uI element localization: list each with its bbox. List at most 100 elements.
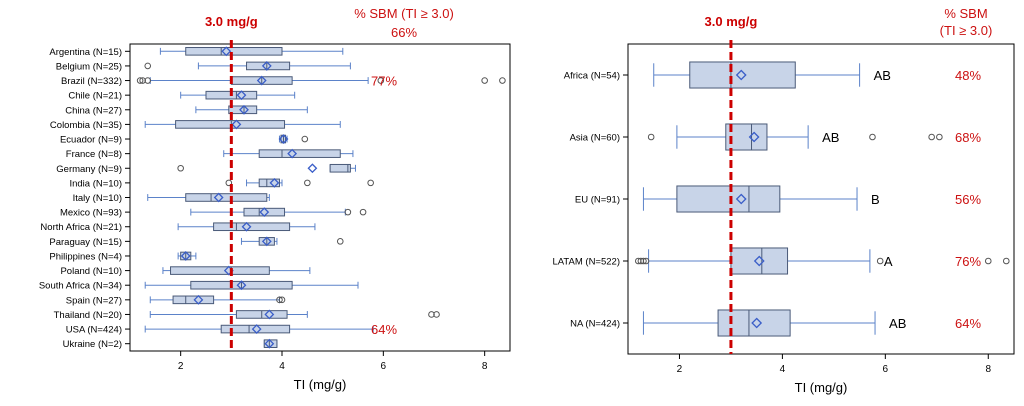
- percent-label: 68%: [955, 130, 981, 145]
- category-label: Poland (N=10): [60, 266, 122, 277]
- outlier-point: [225, 179, 233, 187]
- iqr-box: [220, 324, 291, 334]
- iqr-box: [172, 295, 215, 305]
- outlier-point: [278, 296, 286, 304]
- iqr-box: [258, 149, 341, 158]
- plot-frame: [627, 43, 1015, 355]
- reference-label: 3.0 mg/g: [705, 14, 758, 29]
- box-argentina: Argentina (N=15): [49, 46, 344, 58]
- outlier-point: [928, 133, 935, 141]
- category-label: USA (N=424): [66, 325, 122, 336]
- outlier-point: [869, 133, 876, 141]
- mean-marker: [256, 75, 267, 86]
- outlier-point: [984, 257, 992, 265]
- x-tick-label: 2: [677, 364, 683, 375]
- outlier-point: [367, 179, 374, 187]
- mean-marker: [213, 192, 224, 203]
- box-thailand: Thailand (N=20): [54, 309, 440, 321]
- outlier-point: [481, 77, 488, 84]
- category-label: Philippines (N=4): [49, 251, 122, 262]
- percent-label: 56%: [955, 192, 981, 207]
- box-latam: LATAM (N=522) A 76%: [553, 247, 1010, 275]
- header-line-1: % SBM (TI ≥ 3.0): [354, 6, 454, 21]
- category-label: NA (N=424): [570, 319, 620, 330]
- category-label: South Africa (N=34): [39, 281, 122, 292]
- category-label: Mexico (N=93): [60, 208, 122, 219]
- mean-marker: [236, 90, 247, 101]
- iqr-box: [213, 222, 291, 232]
- outlier-point: [936, 133, 943, 141]
- category-label: North Africa (N=21): [40, 222, 122, 233]
- iqr-box: [689, 61, 796, 89]
- iqr-box: [185, 193, 268, 202]
- box-spain: Spain (N=27): [66, 294, 286, 306]
- header-line-1: % SBM: [944, 6, 987, 21]
- iqr-box: [170, 266, 270, 275]
- significance-letter: B: [871, 192, 880, 207]
- mean-marker: [269, 177, 280, 188]
- category-label: Paraguay (N=15): [49, 237, 122, 248]
- mean-marker: [259, 207, 270, 218]
- category-label: Argentina (N=15): [49, 47, 122, 58]
- category-label: EU (N=91): [575, 195, 620, 206]
- x-tick-label: 6: [883, 364, 889, 375]
- iqr-box: [329, 163, 351, 173]
- reference-label: 3.0 mg/g: [205, 14, 258, 29]
- category-label: Chile (N=21): [68, 91, 122, 102]
- outlier-point: [359, 208, 367, 216]
- box-na: NA (N=424) AB 64%: [570, 309, 981, 337]
- box-north-africa: North Africa (N=21): [40, 221, 316, 233]
- category-label: Colombia (N=35): [50, 120, 122, 131]
- x-tick-label: 4: [780, 364, 786, 375]
- box-colombia: Colombia (N=35): [50, 119, 341, 131]
- box-south-africa: South Africa (N=34): [39, 280, 359, 292]
- left-box-plot: 2 4 6 8 TI (mg/g) Argentina (N=15) Belgium (N=…: [39, 6, 511, 392]
- x-axis-label: TI (mg/g): [795, 380, 848, 395]
- box-belgium: Belgium (N=25): [56, 61, 351, 72]
- category-label: Africa (N=54): [564, 71, 620, 82]
- outlier-point: [642, 257, 650, 265]
- category-label: Germany (N=9): [56, 164, 122, 175]
- significance-letter: AB: [874, 68, 891, 83]
- outlier-point: [136, 77, 144, 84]
- outlier-point: [647, 133, 655, 141]
- x-axis-label: TI (mg/g): [294, 377, 347, 392]
- outlier-point: [139, 77, 146, 84]
- category-label: Brazil (N=332): [61, 76, 122, 87]
- mean-marker: [251, 324, 262, 334]
- iqr-box: [676, 185, 781, 213]
- percent-label: 64%: [955, 316, 981, 331]
- significance-letter: AB: [889, 316, 906, 331]
- iqr-box: [243, 207, 286, 217]
- mean-marker: [735, 69, 747, 81]
- box-paraguay: Paraguay (N=15): [49, 236, 344, 248]
- iqr-box: [258, 178, 280, 188]
- box-china: China (N=27): [65, 104, 308, 116]
- mean-marker: [193, 294, 204, 305]
- outlier-point: [1002, 257, 1010, 265]
- iqr-box: [717, 309, 791, 337]
- header-line-2: 66%: [391, 25, 417, 40]
- box-usa: USA (N=424): [66, 324, 374, 336]
- x-tick-label: 8: [985, 364, 991, 375]
- outlier-point: [301, 135, 309, 143]
- iqr-box: [725, 123, 768, 151]
- outlier-point: [177, 164, 184, 172]
- significance-letter: A: [884, 254, 893, 269]
- box-ecuador: Ecuador (N=9): [60, 134, 309, 146]
- x-tick-label: 8: [482, 361, 488, 372]
- category-label: Thailand (N=20): [54, 310, 122, 321]
- outlier-point: [344, 208, 352, 216]
- significance-letter: AB: [822, 130, 839, 145]
- box-africa: Africa (N=54) AB 48%: [564, 61, 981, 89]
- category-label: Ukraine (N=2): [63, 339, 122, 350]
- box-germany: Germany (N=9): [56, 163, 356, 175]
- header-line-2: (TI ≥ 3.0): [940, 23, 993, 38]
- box-poland: Poland (N=10): [60, 265, 311, 277]
- box-philippines: Philippines (N=4): [49, 251, 197, 262]
- outlier-point: [144, 77, 152, 84]
- category-label: LATAM (N=522): [553, 257, 621, 268]
- mean-marker: [287, 148, 298, 159]
- category-label: Spain (N=27): [66, 295, 122, 306]
- mean-marker: [180, 251, 191, 261]
